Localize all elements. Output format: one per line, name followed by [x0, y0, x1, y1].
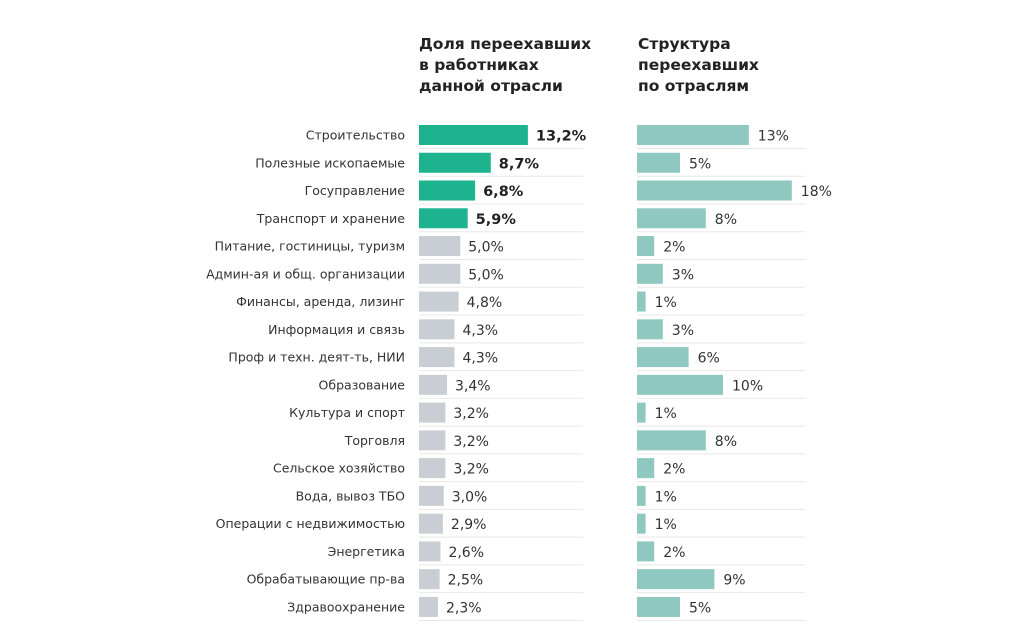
- left-bar: [419, 125, 528, 145]
- right-data-label: 10%: [732, 378, 763, 394]
- left-data-label: 6,8%: [483, 184, 524, 200]
- right-data-label: 1%: [655, 517, 677, 533]
- left-data-label: 8,7%: [499, 156, 540, 172]
- left-data-label: 2,3%: [446, 600, 482, 616]
- right-data-label: 6%: [698, 351, 720, 367]
- right-bar: [637, 430, 706, 451]
- right-data-label: 3%: [672, 323, 694, 339]
- right-data-label: 5%: [689, 156, 711, 172]
- left-data-label: 2,9%: [451, 517, 487, 533]
- right-data-label: 2%: [663, 240, 685, 256]
- category-label: Культура и спорт: [289, 405, 405, 420]
- left-data-label: 2,5%: [448, 573, 484, 589]
- left-bar: [419, 541, 441, 562]
- right-data-label: 8%: [715, 212, 737, 228]
- left-bar: [419, 569, 440, 590]
- left-data-label: 4,3%: [462, 323, 498, 339]
- right-bar: [637, 347, 689, 368]
- category-label: Торговля: [344, 433, 405, 448]
- right-data-label: 3%: [672, 267, 694, 283]
- category-label: Здравоохранение: [287, 599, 405, 614]
- left-data-label: 13,2%: [536, 129, 587, 145]
- category-label: Строительство: [306, 128, 405, 143]
- left-bar: [419, 263, 461, 284]
- category-label: Операции с недвижимостью: [216, 516, 405, 531]
- left-data-label: 4,3%: [462, 351, 498, 367]
- category-label: Транспорт и хранение: [256, 211, 406, 226]
- right-data-label: 2%: [663, 545, 685, 561]
- left-bar: [419, 458, 446, 479]
- left-data-label: 3,2%: [453, 462, 489, 478]
- right-bar: [637, 125, 749, 145]
- left-bar: [419, 402, 446, 423]
- right-bar: [637, 458, 655, 479]
- category-label: Проф и техн. деят-ть, НИИ: [228, 350, 405, 365]
- right-bar: [637, 541, 655, 562]
- category-label: Финансы, аренда, лизинг: [236, 294, 405, 309]
- right-bar: [637, 180, 792, 201]
- left-bar: [419, 236, 461, 257]
- left-chart-title: Доля переехавших в работниках данной отр…: [419, 35, 592, 95]
- left-bar: [419, 430, 446, 451]
- left-data-label: 5,9%: [476, 212, 517, 228]
- left-bar: [419, 319, 455, 340]
- right-data-label: 1%: [655, 406, 677, 422]
- left-bar: [419, 513, 443, 534]
- right-data-label: 18%: [801, 184, 832, 200]
- category-label: Вода, вывоз ТБО: [296, 488, 406, 503]
- left-bar: [419, 347, 455, 368]
- right-data-label: 1%: [655, 489, 677, 505]
- right-bar: [637, 152, 680, 173]
- left-data-label: 3,0%: [452, 489, 488, 505]
- category-label: Энергетика: [328, 544, 405, 559]
- right-bar: [637, 374, 723, 395]
- left-bar: [419, 152, 491, 173]
- right-bar: [637, 513, 646, 534]
- left-data-label: 3,4%: [455, 378, 491, 394]
- right-bar: [637, 319, 663, 340]
- left-data-label: 5,0%: [468, 267, 504, 283]
- right-bar: [637, 291, 646, 312]
- right-bar: [637, 208, 706, 229]
- right-bar: [637, 402, 646, 423]
- right-data-label: 8%: [715, 434, 737, 450]
- category-label: Админ-ая и общ. организации: [206, 266, 405, 281]
- right-data-label: 2%: [663, 462, 685, 478]
- category-label: Сельское хозяйство: [273, 461, 405, 476]
- right-data-label: 5%: [689, 600, 711, 616]
- right-data-label: 13%: [758, 129, 789, 145]
- left-bar: [419, 291, 459, 312]
- category-label: Информация и связь: [268, 322, 405, 337]
- right-bar: [637, 263, 663, 284]
- category-label: Образование: [319, 377, 406, 392]
- left-data-label: 3,2%: [453, 434, 489, 450]
- category-label: Питание, гостиницы, туризм: [215, 239, 405, 254]
- left-data-label: 4,8%: [467, 295, 503, 311]
- right-data-label: 1%: [655, 295, 677, 311]
- right-bar: [637, 569, 715, 590]
- left-bar: [419, 180, 476, 201]
- right-bar: [637, 236, 655, 257]
- left-data-label: 2,6%: [448, 545, 484, 561]
- right-data-label: 9%: [723, 573, 745, 589]
- left-bar: [419, 596, 438, 617]
- left-bar: [419, 208, 468, 229]
- left-bar: [419, 485, 444, 506]
- right-chart-title: Структура переехавших по отраслям: [638, 35, 759, 95]
- category-label: Полезные ископаемые: [255, 155, 405, 170]
- right-bar: [637, 485, 646, 506]
- right-bar: [637, 596, 680, 617]
- left-bar: [419, 374, 448, 395]
- left-data-label: 3,2%: [453, 406, 489, 422]
- left-data-label: 5,0%: [468, 240, 504, 256]
- category-label: Обрабатывающие пр-ва: [247, 572, 405, 587]
- category-label: Госуправление: [305, 183, 406, 198]
